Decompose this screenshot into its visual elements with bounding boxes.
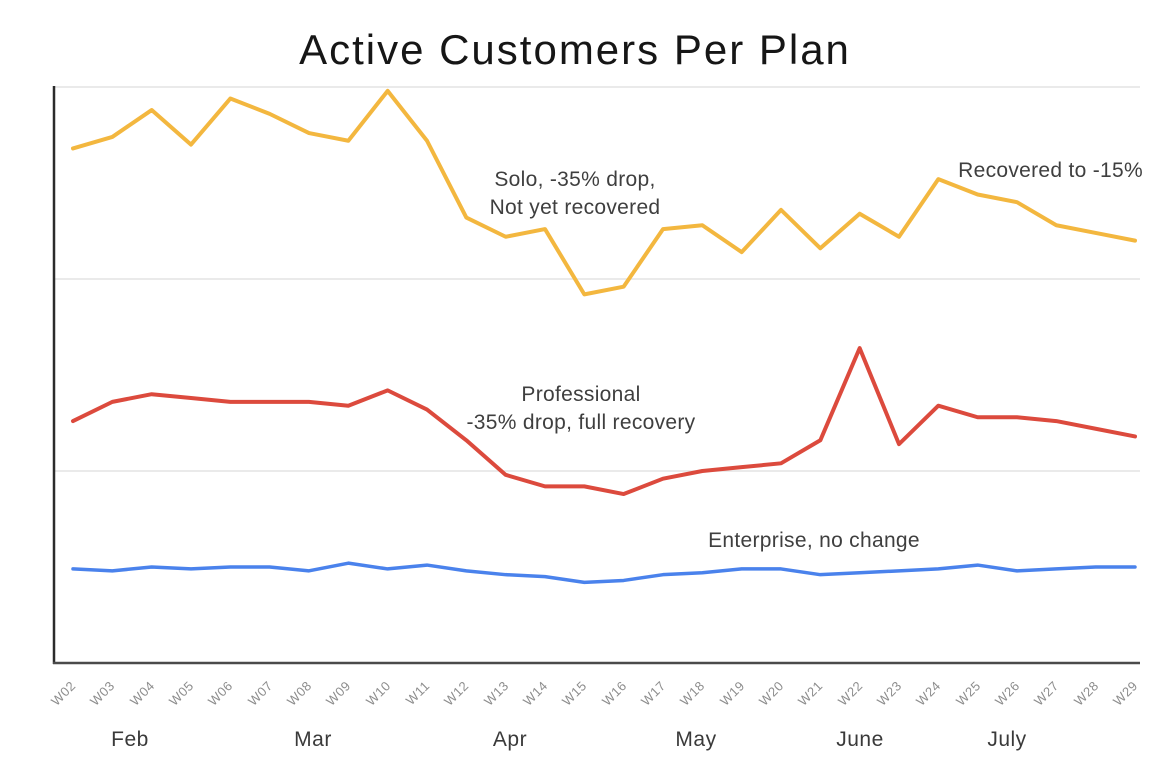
month-label-mar: Mar [294,728,332,751]
month-label-july: July [987,728,1027,751]
series-line-enterprise [71,561,1137,585]
month-label-feb: Feb [111,728,149,751]
annotation-enterprise-text: Enterprise, no change [708,529,920,552]
annotation-solo-line2: Not yet recovered [489,196,661,219]
month-label-june: June [836,728,884,751]
chart-title: Active Customers Per Plan [299,26,851,73]
annotation-professional: Professional -35% drop, full recovery [426,381,736,437]
month-label-apr: Apr [492,728,528,751]
annotation-recovered: Recovered to -15% [903,157,1143,185]
annotation-recovered-text: Recovered to -15% [958,159,1143,182]
series-line-solo [71,88,1137,297]
month-label-may: May [675,728,717,751]
annotation-enterprise: Enterprise, no change [664,527,964,555]
annotation-professional-line2: -35% drop, full recovery [466,411,696,434]
annotation-solo: Solo, -35% drop, Not yet recovered [420,166,730,222]
series-line-professional [71,346,1137,497]
annotation-solo-line1: Solo, -35% drop, [494,168,656,191]
annotation-professional-line1: Professional [521,383,641,406]
